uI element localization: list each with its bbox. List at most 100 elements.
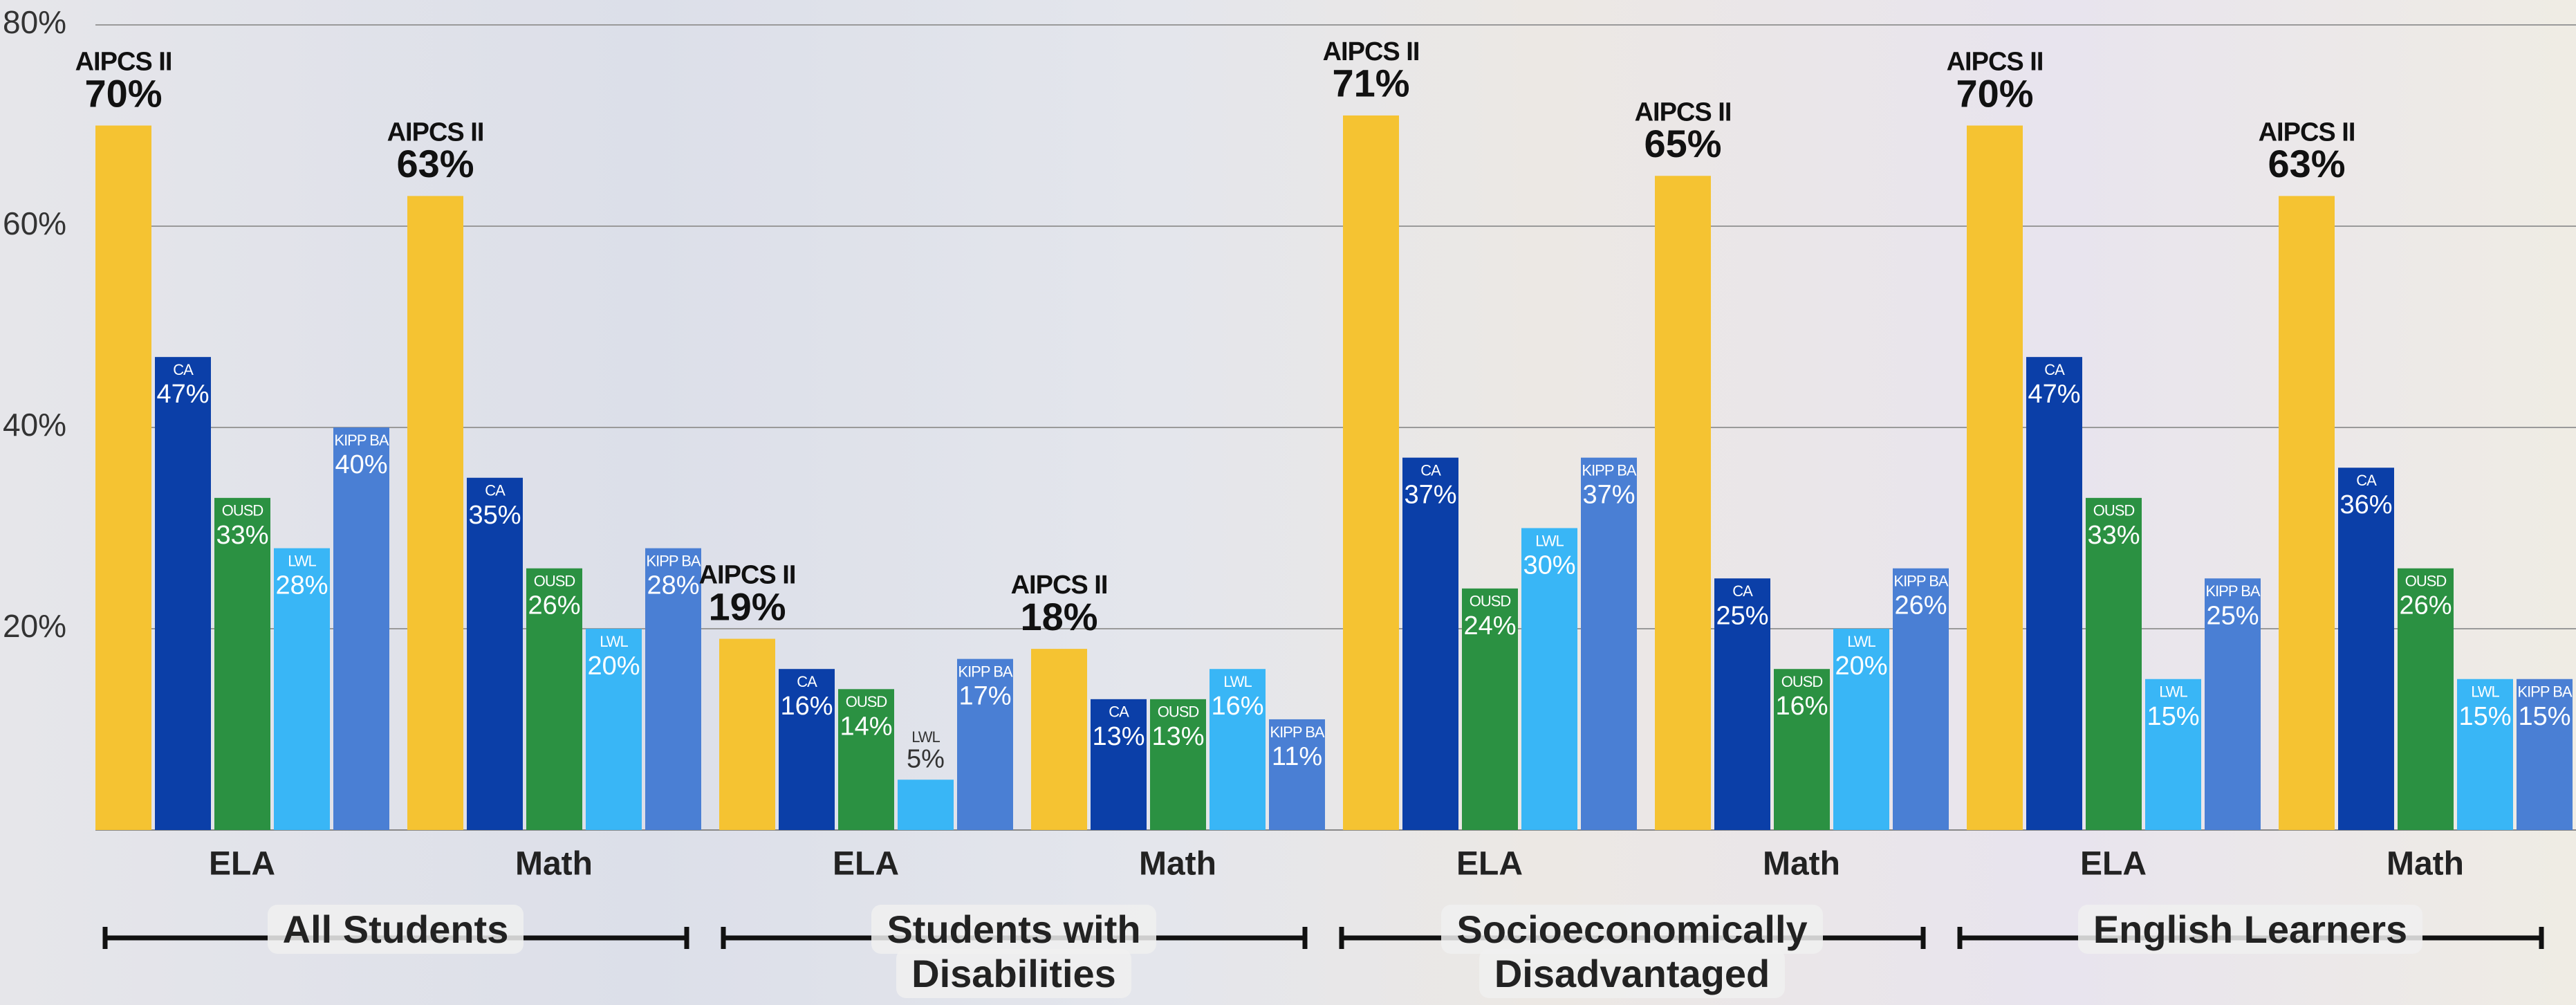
series-label: AIPCS II [75, 48, 172, 77]
bar [2205, 578, 2261, 830]
group-label-box: English Learners [2043, 905, 2458, 954]
value-label: 26% [1894, 591, 1947, 620]
value-label: 16% [1211, 692, 1263, 721]
y-tick-label: 80% [3, 4, 66, 40]
value-label: 70% [84, 71, 162, 115]
value-label: 16% [1775, 692, 1828, 721]
value-label: 65% [1644, 122, 1721, 165]
series-label: CA [1109, 703, 1129, 721]
bar [467, 477, 523, 830]
x-tick-label: ELA [1456, 846, 1523, 883]
bar [1210, 669, 1266, 830]
bar [645, 548, 701, 830]
bar [1402, 457, 1458, 830]
value-label: 37% [1582, 481, 1635, 510]
bar [214, 497, 270, 830]
x-tick-label: Math [1139, 846, 1216, 883]
series-label: KIPP BA [1270, 723, 1325, 741]
y-tick-label: 20% [3, 608, 66, 644]
value-label: 30% [1523, 551, 1575, 580]
series-label: OUSD [222, 502, 263, 519]
series-label: KIPP BA [2205, 582, 2261, 600]
bar [1031, 649, 1087, 830]
value-label: 35% [468, 501, 521, 530]
bar [1091, 699, 1147, 830]
group-label: Socioeconomically Disadvantaged [1441, 905, 1823, 998]
series-label: OUSD [2405, 573, 2447, 590]
series-label: AIPCS II [699, 561, 796, 590]
series-label: LWL [911, 728, 940, 746]
bar [586, 629, 642, 830]
series-label: AIPCS II [1011, 571, 1108, 600]
value-label: 13% [1092, 722, 1145, 751]
value-label: 14% [840, 712, 892, 741]
bar [1774, 669, 1830, 830]
series-label: CA [2044, 361, 2065, 378]
value-label: 71% [1332, 62, 1409, 105]
bar [155, 357, 211, 830]
series-label: KIPP BA [958, 663, 1013, 680]
series-label: OUSD [1158, 703, 1199, 721]
series-label: LWL [1535, 532, 1564, 549]
value-label: 15% [2518, 702, 2570, 731]
value-label: 11% [1272, 742, 1322, 771]
bar [2398, 568, 2454, 830]
bar [1581, 457, 1637, 830]
series-label: CA [173, 361, 194, 378]
value-label: 36% [2339, 490, 2392, 519]
value-label: 15% [2147, 702, 2199, 731]
bar [2338, 468, 2394, 830]
bar [898, 780, 954, 830]
series-label: OUSD [1470, 593, 1511, 610]
series-label: CA [1420, 461, 1441, 479]
bar [333, 427, 389, 830]
x-tick-label: Math [2387, 846, 2464, 883]
value-label: 24% [1463, 611, 1516, 640]
bar [2457, 679, 2513, 830]
value-label: 19% [708, 584, 786, 628]
bar [1967, 125, 2023, 830]
series-label: AIPCS II [1947, 48, 2044, 77]
value-label: 28% [275, 571, 328, 600]
y-tick-label: 60% [3, 205, 66, 241]
series-label: AIPCS II [2259, 118, 2355, 147]
series-label: CA [2356, 472, 2377, 489]
group-label-box: Students with Disabilities [806, 905, 1221, 998]
value-label: 70% [1956, 71, 2033, 115]
value-label: 26% [528, 591, 580, 620]
bar [1343, 115, 1399, 831]
bar [779, 669, 835, 830]
x-tick-label: ELA [833, 846, 899, 883]
value-label: 47% [2028, 380, 2080, 409]
series-label: OUSD [2093, 502, 2135, 519]
bar [838, 689, 894, 830]
value-label: 33% [2087, 521, 2140, 550]
series-label: LWL [1847, 633, 1875, 650]
value-label: 18% [1020, 595, 1097, 638]
series-label: KIPP BA [646, 552, 701, 569]
x-tick-label: Math [1763, 846, 1840, 883]
value-label: 15% [2458, 702, 2511, 731]
value-label: 16% [780, 692, 833, 721]
series-label: KIPP BA [1582, 461, 1637, 479]
series-label: CA [485, 482, 506, 499]
value-label: 13% [1151, 722, 1204, 751]
group-label: English Learners [2077, 905, 2423, 954]
x-tick-label: Math [515, 846, 593, 883]
value-label: 25% [1716, 601, 1768, 630]
series-label: LWL [2159, 683, 2187, 701]
bar [2086, 497, 2142, 830]
value-label: 63% [2268, 142, 2345, 185]
value-label: 37% [1404, 481, 1456, 510]
bar [719, 638, 775, 830]
value-label: 28% [647, 571, 699, 600]
series-label: CA [797, 673, 817, 690]
series-label: LWL [2471, 683, 2499, 701]
series-label: AIPCS II [1323, 37, 1420, 66]
series-label: OUSD [846, 693, 887, 710]
bar [526, 568, 582, 830]
bar [1150, 699, 1206, 830]
bar [957, 658, 1013, 830]
